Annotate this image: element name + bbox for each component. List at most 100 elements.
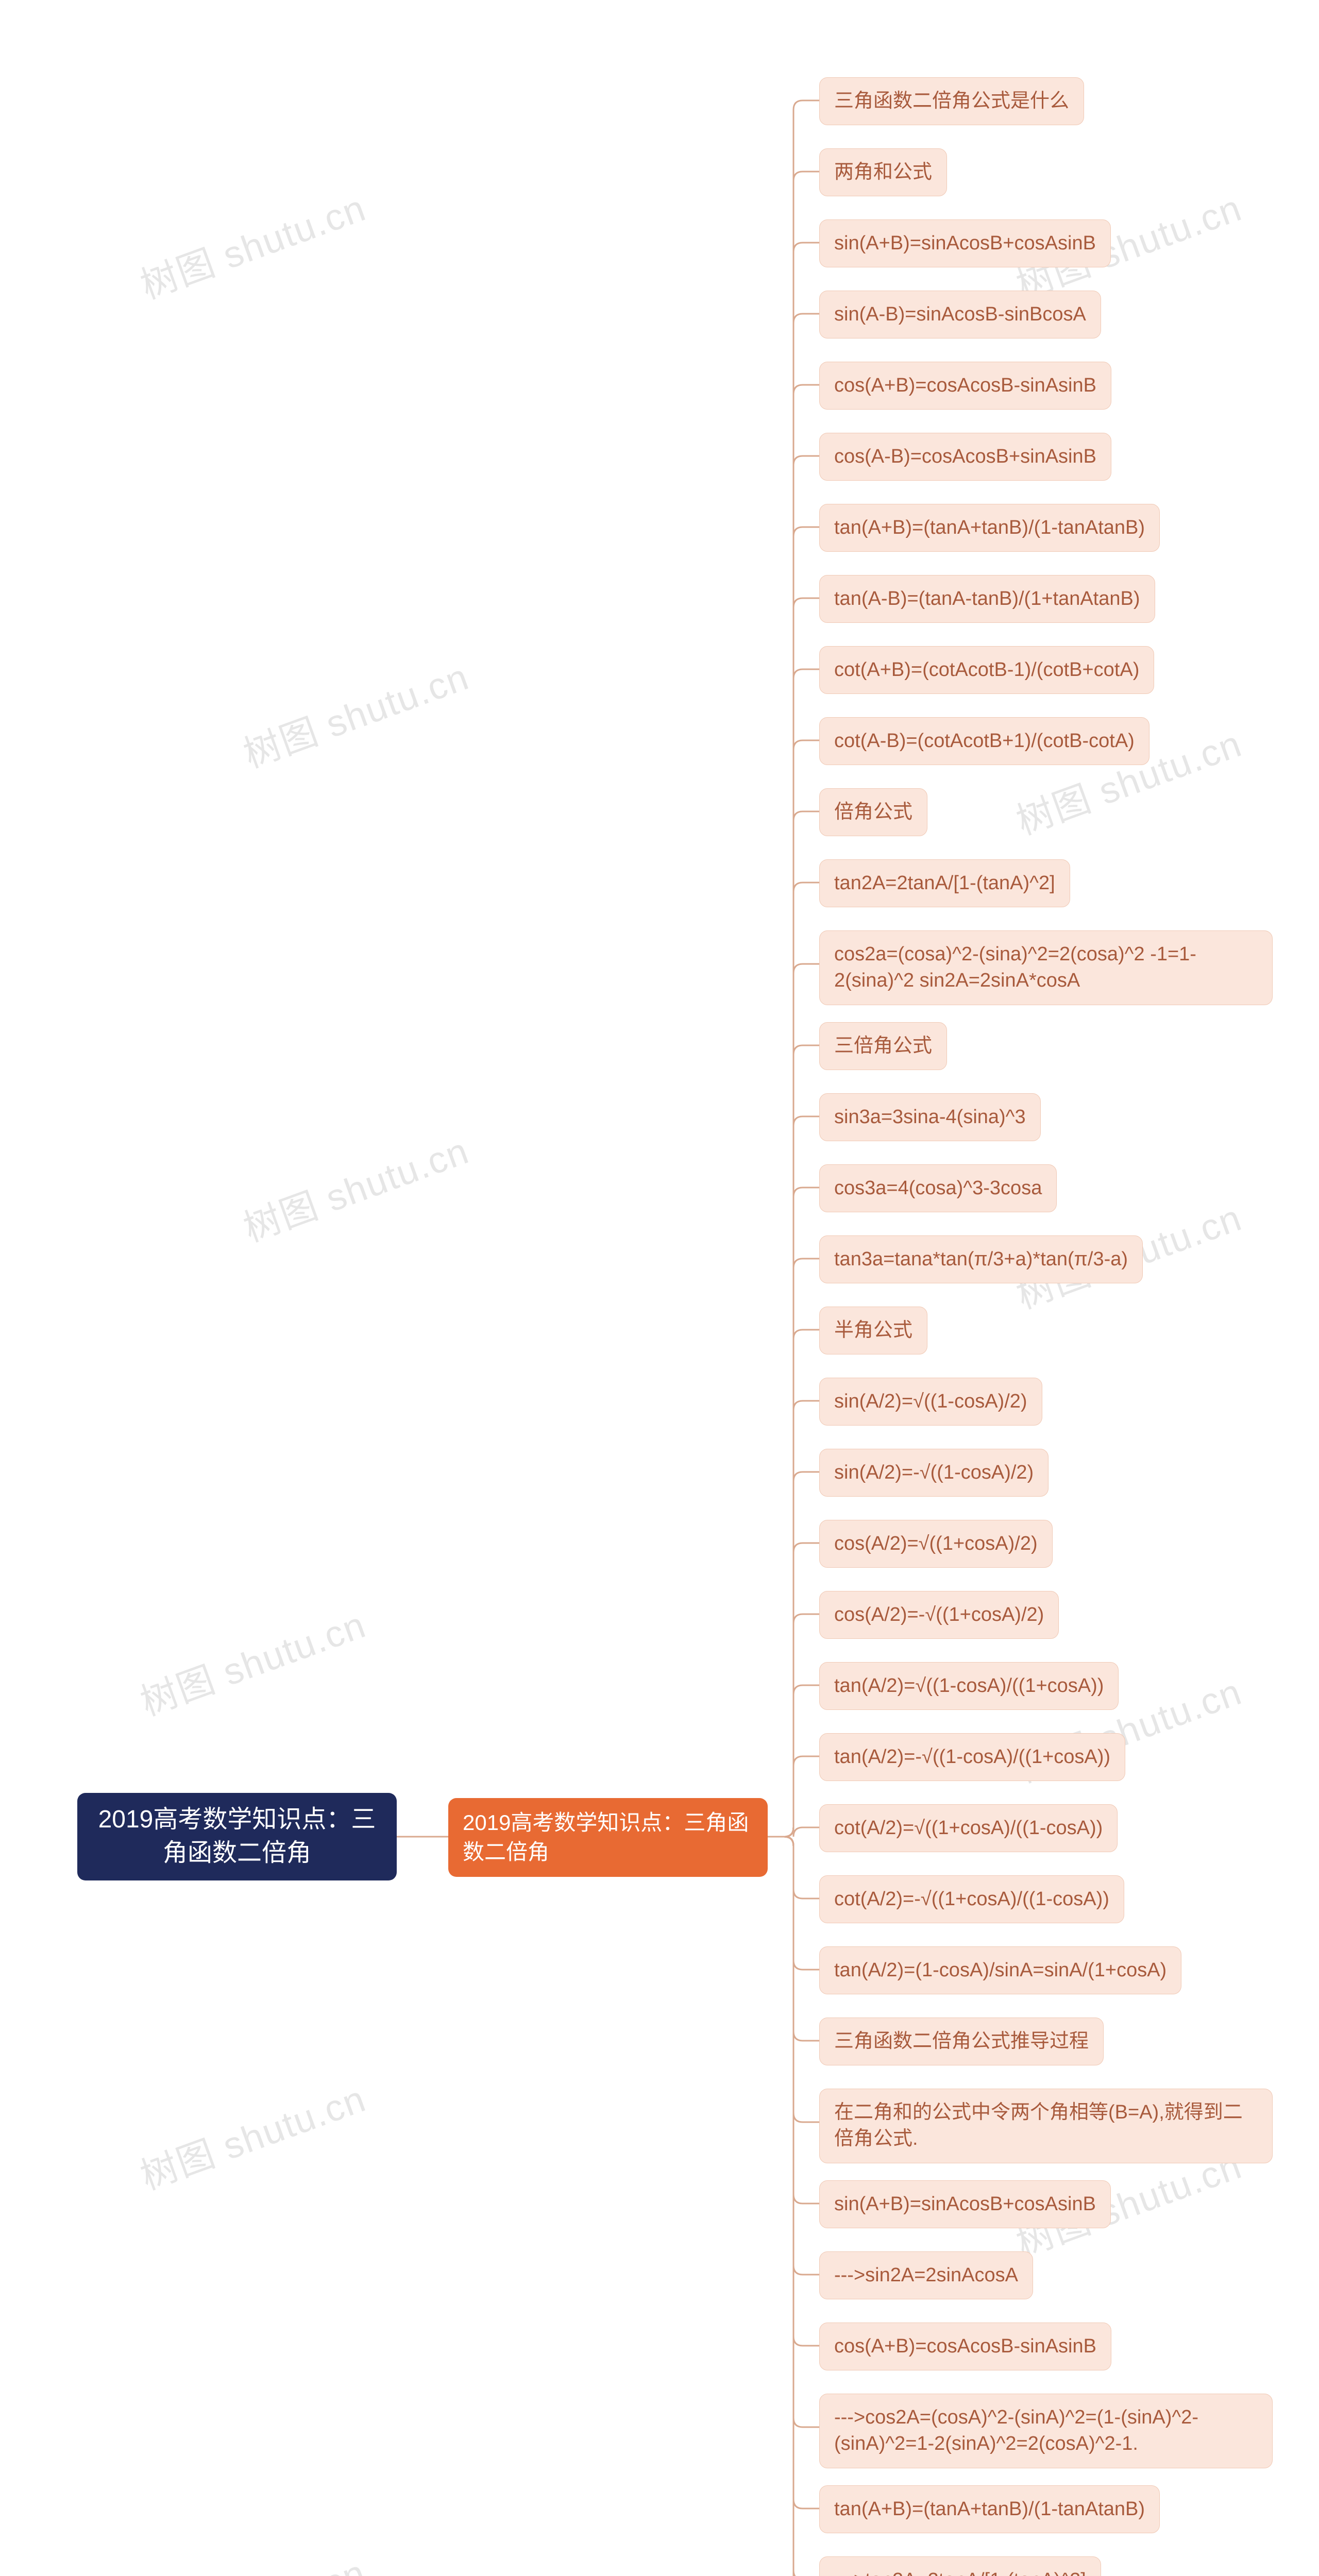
edge bbox=[768, 1837, 819, 2576]
edge bbox=[768, 811, 819, 1837]
edge bbox=[768, 1837, 819, 1970]
leaf-node[interactable]: 在二角和的公式中令两个角相等(B=A),就得到二倍角公式. bbox=[819, 2089, 1273, 2163]
leaf-label: tan(A-B)=(tanA-tanB)/(1+tanAtanB) bbox=[834, 586, 1140, 612]
leaf-label: sin(A/2)=-√((1-cosA)/2) bbox=[834, 1460, 1034, 1486]
leaf-node[interactable]: tan3a=tana*tan(π/3+a)*tan(π/3-a) bbox=[819, 1235, 1143, 1283]
leaf-label: tan3a=tana*tan(π/3+a)*tan(π/3-a) bbox=[834, 1246, 1128, 1273]
leaf-label: 半角公式 bbox=[834, 1317, 912, 1344]
edge bbox=[768, 1837, 819, 2576]
branch-label: 2019高考数学知识点：三角函数二倍角 bbox=[463, 1808, 753, 1867]
leaf-label: cot(A+B)=(cotAcotB-1)/(cotB+cotA) bbox=[834, 657, 1139, 683]
edge bbox=[768, 1837, 819, 2122]
edge bbox=[768, 1401, 819, 1837]
watermark-text: 树图 shutu.cn bbox=[132, 178, 372, 309]
leaf-label: cos(A/2)=-√((1+cosA)/2) bbox=[834, 1602, 1044, 1628]
edge bbox=[768, 527, 819, 1837]
leaf-node[interactable]: --->cos2A=(cosA)^2-(sinA)^2=(1-(sinA)^2-… bbox=[819, 2394, 1273, 2468]
leaf-label: tan(A+B)=(tanA+tanB)/(1-tanAtanB) bbox=[834, 2496, 1145, 2522]
edge bbox=[768, 1837, 819, 2576]
leaf-node[interactable]: tan(A+B)=(tanA+tanB)/(1-tanAtanB) bbox=[819, 2485, 1160, 2533]
leaf-node[interactable]: 倍角公式 bbox=[819, 788, 927, 836]
edge bbox=[768, 1259, 819, 1837]
leaf-node[interactable]: cot(A-B)=(cotAcotB+1)/(cotB-cotA) bbox=[819, 717, 1149, 765]
mindmap-canvas: 树图 shutu.cn 树图 shutu.cn 树图 shutu.cn 树图 shut… bbox=[0, 0, 1319, 2576]
edge bbox=[768, 1614, 819, 1837]
leaf-node[interactable]: tan(A/2)=√((1-cosA)/((1+cosA)) bbox=[819, 1662, 1119, 1710]
leaf-label: cos(A+B)=cosAcosB-sinAsinB bbox=[834, 2333, 1096, 2360]
leaf-node[interactable]: --->tan2A=2tanA/[1-(tanA)^2] bbox=[819, 2556, 1101, 2576]
leaf-node[interactable]: sin(A+B)=sinAcosB+cosAsinB bbox=[819, 2180, 1111, 2228]
edge bbox=[768, 1837, 819, 2576]
leaf-node[interactable]: cos3a=4(cosa)^3-3cosa bbox=[819, 1164, 1057, 1212]
leaf-node[interactable]: cos2a=(cosa)^2-(sina)^2=2(cosa)^2 -1=1-2… bbox=[819, 930, 1273, 1005]
leaf-node[interactable]: 三角函数二倍角公式是什么 bbox=[819, 77, 1084, 125]
leaf-label: cot(A/2)=-√((1+cosA)/((1-cosA)) bbox=[834, 1886, 1109, 1912]
edge bbox=[768, 1116, 819, 1837]
leaf-node[interactable]: sin(A/2)=-√((1-cosA)/2) bbox=[819, 1449, 1049, 1497]
watermark-text: 树图 shutu.cn bbox=[235, 647, 475, 778]
edge bbox=[768, 1837, 819, 2427]
edge bbox=[768, 598, 819, 1837]
leaf-label: sin(A-B)=sinAcosB-sinBcosA bbox=[834, 301, 1086, 328]
leaf-node[interactable]: cos(A/2)=√((1+cosA)/2) bbox=[819, 1520, 1053, 1568]
edge bbox=[768, 740, 819, 1837]
watermark-text: 树图 shutu.cn bbox=[132, 2069, 372, 2200]
edge bbox=[768, 314, 819, 1837]
edge bbox=[768, 1837, 819, 2509]
edge bbox=[768, 1837, 819, 2576]
watermark-text: 树图 shutu.cn bbox=[132, 1595, 372, 1726]
leaf-node[interactable]: sin(A/2)=√((1-cosA)/2) bbox=[819, 1378, 1042, 1426]
edge bbox=[768, 964, 819, 1837]
leaf-node[interactable]: 半角公式 bbox=[819, 1307, 927, 1354]
leaf-label: sin3a=3sina-4(sina)^3 bbox=[834, 1104, 1026, 1130]
edge bbox=[768, 1045, 819, 1837]
edge bbox=[768, 1543, 819, 1837]
leaf-label: cos3a=4(cosa)^3-3cosa bbox=[834, 1175, 1042, 1201]
leaf-label: --->tan2A=2tanA/[1-(tanA)^2] bbox=[834, 2567, 1086, 2576]
leaf-node[interactable]: cot(A+B)=(cotAcotB-1)/(cotB+cotA) bbox=[819, 646, 1154, 694]
edge bbox=[768, 1827, 819, 1837]
leaf-label: --->cos2A=(cosA)^2-(sinA)^2=(1-(sinA)^2-… bbox=[834, 2404, 1258, 2458]
edge bbox=[768, 1837, 819, 1899]
leaf-node[interactable]: cot(A/2)=√((1+cosA)/((1-cosA)) bbox=[819, 1804, 1118, 1852]
leaf-node[interactable]: --->sin2A=2sinAcosA bbox=[819, 2251, 1033, 2299]
leaf-node[interactable]: sin(A-B)=sinAcosB-sinBcosA bbox=[819, 291, 1101, 338]
leaf-node[interactable]: tan(A/2)=-√((1-cosA)/((1+cosA)) bbox=[819, 1733, 1125, 1781]
edge bbox=[768, 1837, 819, 2576]
leaf-node[interactable]: sin3a=3sina-4(sina)^3 bbox=[819, 1093, 1041, 1141]
leaf-label: cos(A/2)=√((1+cosA)/2) bbox=[834, 1531, 1038, 1557]
edge bbox=[768, 1837, 819, 2576]
leaf-node[interactable]: cos(A/2)=-√((1+cosA)/2) bbox=[819, 1591, 1059, 1639]
leaf-node[interactable]: 两角和公式 bbox=[819, 148, 947, 196]
leaf-label: cos(A-B)=cosAcosB+sinAsinB bbox=[834, 444, 1096, 470]
leaf-node[interactable]: tan(A/2)=(1-cosA)/sinA=sinA/(1+cosA) bbox=[819, 1946, 1181, 1994]
leaf-label: tan(A/2)=-√((1-cosA)/((1+cosA)) bbox=[834, 1744, 1110, 1770]
leaf-node[interactable]: cos(A-B)=cosAcosB+sinAsinB bbox=[819, 433, 1111, 481]
leaf-label: 三角函数二倍角公式是什么 bbox=[834, 88, 1069, 114]
leaf-node[interactable]: cos(A+B)=cosAcosB-sinAsinB bbox=[819, 2323, 1111, 2370]
leaf-label: tan(A+B)=(tanA+tanB)/(1-tanAtanB) bbox=[834, 515, 1145, 541]
edge bbox=[768, 172, 819, 1837]
leaf-node[interactable]: tan2A=2tanA/[1-(tanA)^2] bbox=[819, 859, 1070, 907]
leaf-label: sin(A+B)=sinAcosB+cosAsinB bbox=[834, 230, 1096, 257]
leaf-node[interactable]: cot(A/2)=-√((1+cosA)/((1-cosA)) bbox=[819, 1875, 1124, 1923]
leaf-label: 三角函数二倍角公式推导过程 bbox=[834, 2028, 1089, 2055]
leaf-node[interactable]: 三倍角公式 bbox=[819, 1022, 947, 1070]
edge bbox=[768, 1837, 819, 2275]
leaf-node[interactable]: tan(A-B)=(tanA-tanB)/(1+tanAtanB) bbox=[819, 575, 1155, 623]
edge bbox=[768, 1472, 819, 1837]
edge bbox=[768, 1188, 819, 1837]
leaf-label: tan(A/2)=(1-cosA)/sinA=sinA/(1+cosA) bbox=[834, 1957, 1166, 1984]
branch-node[interactable]: 2019高考数学知识点：三角函数二倍角 bbox=[448, 1798, 768, 1877]
leaf-node[interactable]: cos(A+B)=cosAcosB-sinAsinB bbox=[819, 362, 1111, 410]
watermark-text: 树图 shutu.cn bbox=[132, 2543, 372, 2576]
edge bbox=[768, 1756, 819, 1837]
edge bbox=[768, 1837, 819, 2041]
leaf-node[interactable]: 三角函数二倍角公式推导过程 bbox=[819, 2018, 1104, 2065]
root-node[interactable]: 2019高考数学知识点：三角函数二倍角 bbox=[77, 1793, 397, 1880]
edges-layer bbox=[0, 0, 1319, 2576]
leaf-node[interactable]: tan(A+B)=(tanA+tanB)/(1-tanAtanB) bbox=[819, 504, 1160, 552]
leaf-label: tan2A=2tanA/[1-(tanA)^2] bbox=[834, 870, 1055, 896]
leaf-node[interactable]: sin(A+B)=sinAcosB+cosAsinB bbox=[819, 219, 1111, 267]
edge bbox=[768, 1837, 819, 2346]
